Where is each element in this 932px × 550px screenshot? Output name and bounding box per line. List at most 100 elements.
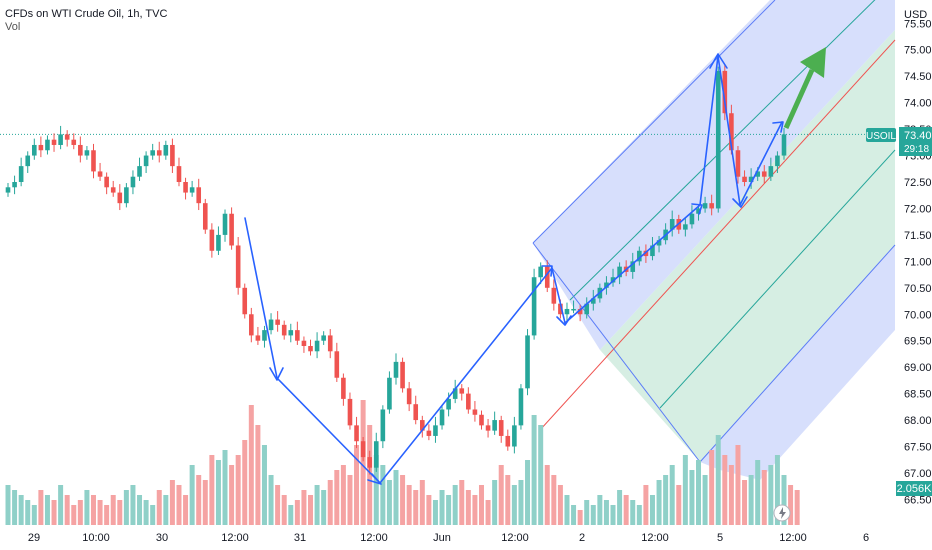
channel-lower-line <box>659 149 896 409</box>
volume-bar <box>419 480 425 525</box>
last-price-badge: 73.40 29:18 <box>899 127 932 156</box>
candle <box>18 157 24 187</box>
candle <box>420 415 425 438</box>
candle <box>538 262 543 285</box>
candle <box>393 353 399 385</box>
candle <box>709 194 714 216</box>
candle <box>617 262 622 285</box>
candle <box>433 416 438 443</box>
price-tick-label: 71.50 <box>904 230 932 242</box>
volume-bar <box>294 500 300 525</box>
candle <box>262 325 267 348</box>
volume-bar <box>426 495 432 525</box>
volume-bar <box>702 475 708 525</box>
time-tick-label: 5 <box>717 532 723 544</box>
candle <box>400 357 405 393</box>
candle <box>604 276 609 295</box>
candle <box>295 321 300 345</box>
volume-bar <box>465 490 471 525</box>
volume-bar <box>156 490 162 525</box>
volume-bar <box>229 465 235 525</box>
volume-bar <box>439 490 445 525</box>
volume-bar <box>538 425 544 525</box>
chart-header: CFDs on WTI Crude Oil, 1h, TVC Vol <box>5 8 167 34</box>
time-axis[interactable]: 29 10:00 30 12:00 31 12:00 Jun 12:00 2 12:00 5 12:0… <box>28 532 869 544</box>
volume-bar <box>268 475 274 525</box>
candle <box>748 168 754 189</box>
candle <box>590 289 596 311</box>
svg-text:73.40: 73.40 <box>904 130 932 142</box>
candle <box>452 379 458 404</box>
price-axis[interactable]: 75.5075.0074.5074.0073.5073.0072.5072.00… <box>904 18 932 506</box>
candle <box>347 392 353 430</box>
candle <box>498 415 504 443</box>
candle <box>45 135 50 155</box>
candle <box>689 205 695 229</box>
candle <box>564 302 570 322</box>
volume-bar <box>31 505 37 525</box>
symbol-badge: USOIL <box>866 128 896 142</box>
price-tick-label: 69.50 <box>904 336 932 348</box>
volume-bar <box>623 495 629 525</box>
candle <box>32 138 37 160</box>
volume-bar <box>117 500 123 525</box>
time-tick-label: 12:00 <box>501 532 529 544</box>
candle <box>775 151 780 174</box>
volume-bar <box>38 490 44 525</box>
price-tick-label: 70.00 <box>904 309 932 321</box>
volume-bar <box>235 455 241 525</box>
price-tick-label: 69.00 <box>904 362 932 374</box>
volume-bar <box>321 490 327 525</box>
volume-bar <box>564 495 570 525</box>
candle <box>571 300 576 314</box>
volume-indicator-label[interactable]: Vol <box>5 21 21 33</box>
candle <box>702 196 708 213</box>
candle <box>235 237 241 295</box>
volume-bar <box>347 475 353 525</box>
price-tick-label: 66.50 <box>904 494 932 506</box>
candle <box>531 268 537 340</box>
candle <box>518 384 524 430</box>
chart-title[interactable]: CFDs on WTI Crude Oil, 1h, TVC <box>5 8 168 20</box>
volume-bar <box>202 480 208 525</box>
price-tick-label: 72.00 <box>904 203 932 215</box>
volume-bar <box>64 495 70 525</box>
candle <box>584 297 590 319</box>
lightning-icon[interactable] <box>773 504 791 522</box>
volume-bar <box>788 485 794 525</box>
volume-bar <box>51 500 57 525</box>
time-tick-label: 12:00 <box>360 532 388 544</box>
price-tick-label: 67.50 <box>904 442 932 454</box>
candle <box>367 450 372 475</box>
candle <box>669 210 675 237</box>
candle <box>255 326 261 345</box>
candle <box>426 424 432 441</box>
candle <box>406 381 412 412</box>
swing-arrows <box>244 53 784 485</box>
candle <box>683 217 688 237</box>
volume-bar <box>478 485 484 525</box>
candle <box>71 133 77 150</box>
volume-bar <box>84 490 90 525</box>
volume-bar <box>130 485 136 525</box>
candle <box>170 138 175 174</box>
candle <box>209 223 215 258</box>
price-tick-label: 67.00 <box>904 468 932 480</box>
candle <box>58 125 63 150</box>
candle <box>288 323 294 343</box>
candle <box>637 246 642 266</box>
time-tick-label: 29 <box>28 532 40 544</box>
candle <box>229 207 234 250</box>
volume-bar <box>104 505 110 525</box>
volume-bar <box>768 465 774 525</box>
currency-label: USD <box>904 9 927 21</box>
price-tick-label: 75.50 <box>904 18 932 30</box>
volume-bar <box>728 465 734 525</box>
volume-bar <box>281 495 287 525</box>
volume-bar <box>215 460 221 525</box>
volume-bar <box>169 480 175 525</box>
candle <box>577 304 583 322</box>
candle <box>51 133 57 152</box>
candle <box>12 175 17 195</box>
